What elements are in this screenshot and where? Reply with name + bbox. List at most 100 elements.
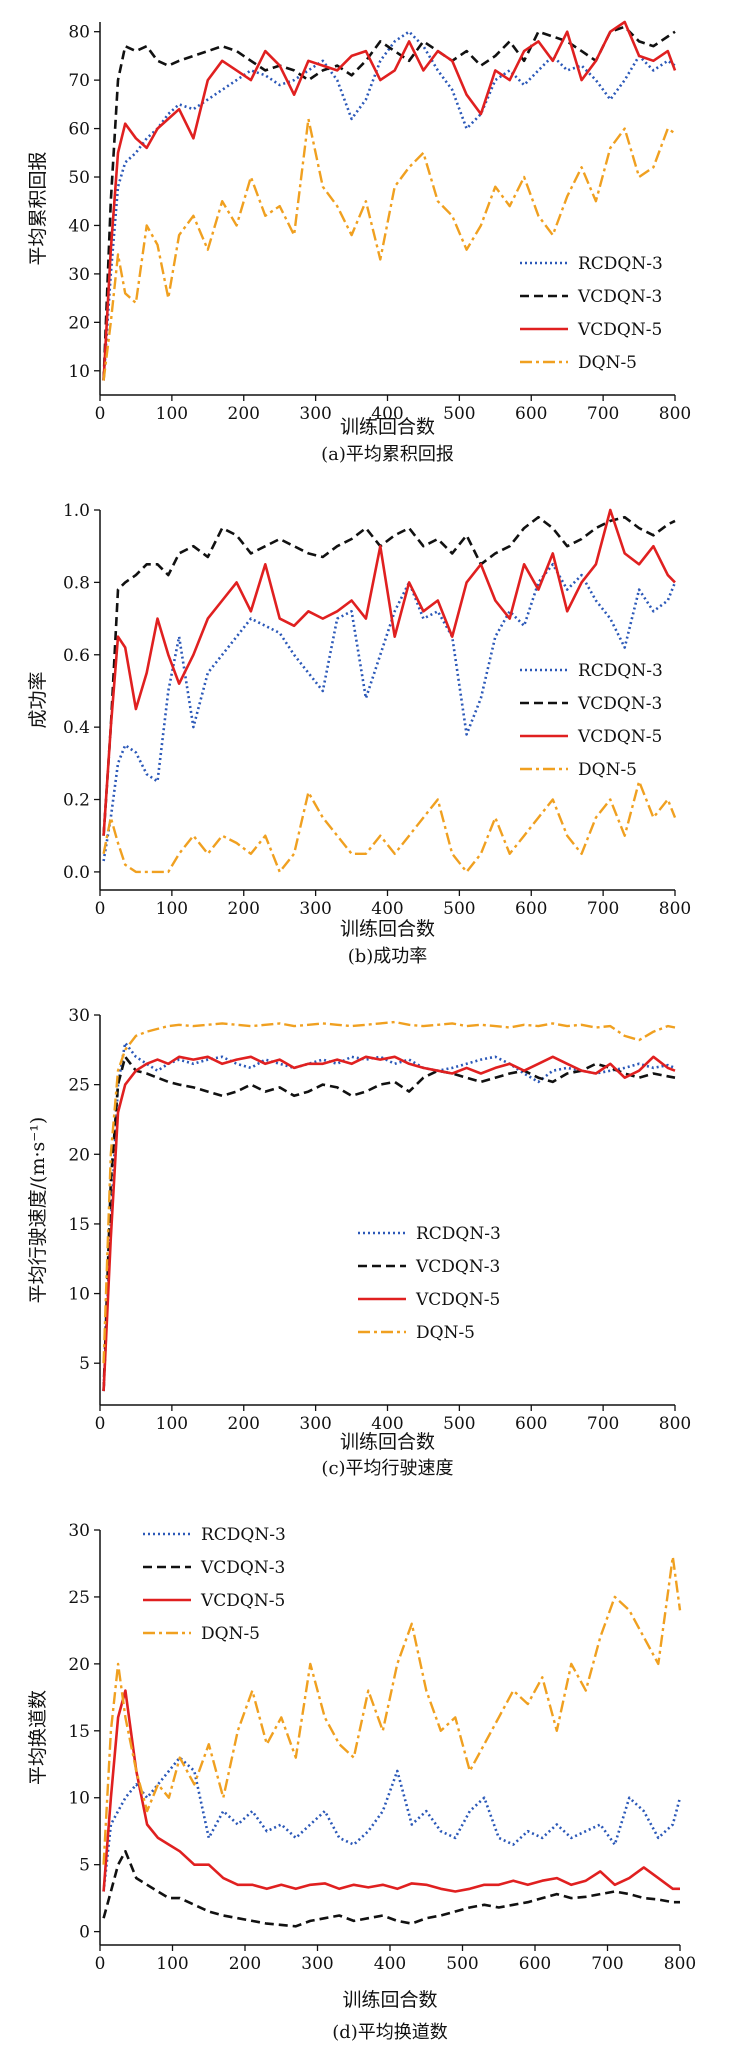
series-line-rcdqn-3 — [102, 1041, 676, 1392]
legend-label: DQN-5 — [201, 1624, 260, 1644]
y-axis-title: 成功率 — [27, 671, 49, 728]
x-tick-label: 700 — [587, 899, 619, 919]
x-tick-label: 800 — [659, 899, 691, 919]
panel-caption: (d)平均换道数 — [332, 2022, 448, 2043]
chart-panel-2: 0 100 200 300 400 500 600 700 800 0.0 0.2 0.4 0.6 0.8… — [27, 501, 691, 967]
x-tick-label: 700 — [587, 1414, 619, 1434]
chart-panel-4: 0 100 200 300 400 500 600 700 800 0 5 10 15 20 25 30 RCD… — [27, 1521, 696, 2043]
y-axis-title: 平均换道数 — [27, 1690, 49, 1785]
y-axis-title: 平均行驶速度/(m·s⁻¹) — [27, 1117, 49, 1304]
x-axis-title: 训练回合数 — [342, 1989, 437, 2011]
legend-label: DQN-5 — [578, 353, 637, 373]
series-line-vcdqn-5 — [102, 508, 676, 836]
y-tick-label: 0.6 — [63, 646, 90, 666]
x-tick-label: 500 — [446, 1954, 478, 1974]
x-tick-label: 500 — [443, 404, 475, 424]
x-tick-label: 100 — [156, 1954, 188, 1974]
panel-caption: (b)成功率 — [348, 946, 428, 967]
series-line-vcdqn-3 — [102, 1055, 676, 1392]
x-tick-label: 100 — [156, 899, 188, 919]
legend: RCDQN-3 VCDQN-3 VCDQN-5 DQN-5 — [358, 1224, 501, 1343]
x-tick-label: 800 — [659, 404, 691, 424]
x-tick-label: 300 — [299, 404, 331, 424]
series-line-dqn-5 — [102, 780, 677, 874]
series-line-vcdqn-3 — [102, 515, 676, 836]
series-line-rcdqn-3 — [102, 1756, 682, 1892]
x-axis-title: 训练回合数 — [340, 416, 435, 438]
y-tick-label: 0 — [79, 1923, 90, 1943]
y-axis-title: 平均累积回报 — [27, 151, 49, 265]
y-tick-label: 80 — [68, 23, 90, 43]
y-tick-label: 15 — [68, 1722, 90, 1742]
x-tick-label: 200 — [228, 1414, 260, 1434]
legend-label: VCDQN-3 — [577, 287, 662, 307]
y-tick-label: 20 — [68, 313, 90, 333]
y-tick-label: 25 — [68, 1588, 90, 1608]
legend-label: VCDQN-5 — [577, 727, 662, 747]
y-tick-label: 10 — [68, 1285, 90, 1305]
y-tick-label: 20 — [68, 1145, 90, 1165]
x-tick-label: 0 — [95, 404, 106, 424]
y-tick-label: 0.2 — [63, 791, 90, 811]
x-tick-label: 400 — [371, 1414, 403, 1434]
x-tick-label: 800 — [659, 1414, 691, 1434]
x-tick-label: 100 — [156, 404, 188, 424]
series-line-vcdqn-3 — [102, 1850, 680, 1928]
legend-label: RCDQN-3 — [578, 254, 663, 274]
y-tick-label: 0.8 — [63, 573, 90, 593]
y-tick-label: 50 — [68, 168, 90, 188]
panel-caption: (a)平均累积回报 — [321, 444, 454, 465]
legend-label: VCDQN-5 — [577, 320, 662, 340]
legend-label: VCDQN-5 — [200, 1591, 285, 1611]
y-tick-label: 5 — [79, 1354, 90, 1374]
x-tick-label: 600 — [515, 1414, 547, 1434]
legend-label: RCDQN-3 — [416, 1224, 501, 1244]
legend-label: VCDQN-3 — [577, 694, 662, 714]
series-line-vcdqn-5 — [102, 20, 677, 381]
x-tick-label: 400 — [371, 899, 403, 919]
series-line-dqn-5 — [102, 117, 676, 381]
series-line-vcdqn-5 — [102, 1055, 676, 1392]
x-tick-label: 600 — [515, 899, 547, 919]
x-tick-label: 200 — [228, 404, 260, 424]
y-tick-label: 10 — [68, 1789, 90, 1809]
legend-label: RCDQN-3 — [578, 661, 663, 681]
legend: RCDQN-3 VCDQN-3 VCDQN-5 DQN-5 — [520, 661, 663, 780]
y-tick-label: 5 — [79, 1856, 90, 1876]
series-line-rcdqn-3 — [102, 30, 676, 381]
y-tick-label: 60 — [68, 120, 90, 140]
y-tick-label: 0.4 — [63, 718, 90, 738]
x-tick-label: 600 — [519, 1954, 551, 1974]
x-tick-label: 0 — [95, 1954, 106, 1974]
legend-label: VCDQN-5 — [415, 1290, 500, 1310]
y-tick-label: 30 — [68, 1006, 90, 1026]
x-tick-label: 300 — [299, 899, 331, 919]
x-tick-label: 300 — [299, 1414, 331, 1434]
x-tick-label: 700 — [591, 1954, 623, 1974]
x-tick-label: 0 — [95, 1414, 106, 1434]
series-line-dqn-5 — [102, 1555, 682, 1865]
x-tick-label: 200 — [228, 899, 260, 919]
x-tick-label: 0 — [95, 899, 106, 919]
x-tick-label: 500 — [443, 1414, 475, 1434]
x-tick-label: 600 — [515, 404, 547, 424]
series-line-dqn-5 — [102, 1020, 676, 1364]
x-axis-title: 训练回合数 — [340, 1431, 435, 1453]
y-tick-label: 25 — [68, 1076, 90, 1096]
y-tick-label: 10 — [68, 362, 90, 382]
y-tick-label: 30 — [68, 265, 90, 285]
legend-label: RCDQN-3 — [201, 1525, 286, 1545]
legend-label: VCDQN-3 — [200, 1558, 285, 1578]
chart-panel-3: 0 100 200 300 400 500 600 700 800 5 10 15 20 25 30 RCDQ… — [27, 1006, 691, 1479]
series-line-vcdqn-5 — [102, 1689, 680, 1893]
y-tick-label: 40 — [68, 216, 90, 236]
x-tick-label: 300 — [301, 1954, 333, 1974]
x-tick-label: 800 — [664, 1954, 696, 1974]
x-tick-label: 400 — [374, 1954, 406, 1974]
y-tick-label: 20 — [68, 1655, 90, 1675]
y-tick-label: 70 — [68, 71, 90, 91]
legend: RCDQN-3 VCDQN-3 VCDQN-5 DQN-5 — [143, 1525, 286, 1644]
legend-label: VCDQN-3 — [415, 1257, 500, 1277]
legend: RCDQN-3 VCDQN-3 VCDQN-5 DQN-5 — [520, 254, 663, 373]
